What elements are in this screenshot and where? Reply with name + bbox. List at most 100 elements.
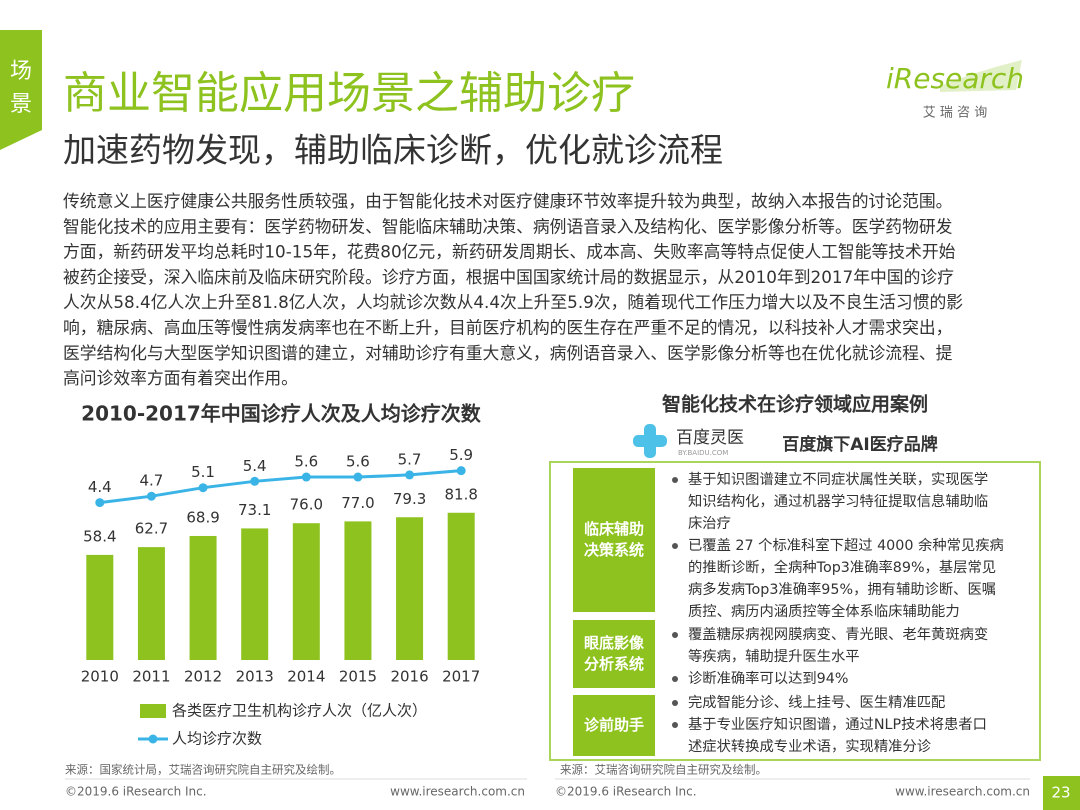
line-value-label: 4.4 <box>88 478 112 496</box>
bullet-dot <box>672 700 678 706</box>
section-label: 诊前助手 <box>584 716 644 734</box>
body-line: 传统意义上医疗健康公共服务性质较强，由于智能化技术对医疗健康环节效率提升较为典型… <box>63 191 952 211</box>
page-number-box <box>1043 776 1080 810</box>
line-point <box>456 466 466 476</box>
bar <box>344 521 372 660</box>
x-tick-label: 2017 <box>442 668 480 686</box>
legend-label: 人均诊疗次数 <box>172 730 262 748</box>
tab-label: 场 <box>10 59 32 84</box>
line <box>99 469 462 505</box>
section-label-box <box>573 695 655 756</box>
brand: 百度旗下AI医疗品牌 <box>782 434 937 455</box>
bar-value-label: 81.8 <box>444 485 477 503</box>
line-point <box>250 476 260 486</box>
x-tick-label: 2014 <box>287 668 325 686</box>
x-tick-label: 2010 <box>81 668 119 686</box>
logo: iResearch <box>886 62 1024 95</box>
brand-logo-sub: BY.BAIDU.COM <box>678 449 728 457</box>
x-tick-label: 2011 <box>132 668 170 686</box>
body-line: 智能化技术的应用主要有：医学药物研发、智能临床辅助决策、病例语音录入及结构化、医… <box>63 216 953 236</box>
section-label-box <box>573 620 655 688</box>
copyright: ©2019.6 iResearch Inc. <box>555 785 697 799</box>
line-point <box>146 491 156 501</box>
line-point <box>198 483 208 493</box>
bar-value-label: 77.0 <box>341 494 374 512</box>
x-tick-label: 2016 <box>390 668 428 686</box>
bullet-line: 已覆盖 27 个标准科室下超过 4000 余种常见疾病 <box>688 536 1004 554</box>
bar-value-label: 76.0 <box>290 496 323 514</box>
section-tab <box>0 30 42 150</box>
bullet-line: 床治疗 <box>688 515 731 532</box>
bullet-line: 知识结构化，通过机器学习特征提取信息辅助临 <box>688 493 988 510</box>
line-value-label: 5.1 <box>191 463 215 481</box>
bullet-dot <box>672 632 678 638</box>
brand-logo: 百度灵医 <box>676 428 744 448</box>
section-label-box <box>573 468 655 612</box>
x-tick-label: 2015 <box>339 668 377 686</box>
bullet-line: 覆盖糖尿病视网膜病变、青光眼、老年黄斑病变 <box>688 626 988 643</box>
bar <box>137 547 165 660</box>
chart-title: 2010-2017年中国诊疗人次及人均诊疗次数 <box>81 402 482 426</box>
section-label: 临床辅助 <box>584 520 644 538</box>
case-box <box>549 461 1041 761</box>
bullet-line: 诊断准确率可以达到94% <box>688 670 848 687</box>
body-line: 方面，新药研发平均总耗时10-15年，花费80亿元，新药研发周期长、成本高、失败… <box>63 242 956 262</box>
section-label: 决策系统 <box>584 541 644 559</box>
legend-swatch <box>148 734 158 744</box>
bar <box>396 517 424 660</box>
source: 来源：国家统计局，艾瑞咨询研究院自主研究及绘制。 <box>65 763 341 777</box>
line-value-label: 5.4 <box>243 457 267 475</box>
bullet-line: 述症状转换成专业术语，实现精准分诊 <box>688 738 932 755</box>
body-line: 高问诊效率方面有着突出作用。 <box>63 368 298 388</box>
body-line: 被药企接受，深入临床前及临床研究阶段。诊疗方面，根据中国国家统计局的数据显示，从… <box>63 267 954 287</box>
bar <box>189 535 217 660</box>
section-label: 眼底影像 <box>584 634 645 652</box>
bar-value-label: 68.9 <box>186 508 219 526</box>
bullet-dot <box>672 477 678 483</box>
bar <box>241 528 269 660</box>
x-tick-label: 2012 <box>184 668 222 686</box>
body-line: 医学结构化与大型医学知识图谱的建立，对辅助诊疗有重大意义，病例语音录入、医学影像… <box>63 343 953 363</box>
line-point <box>301 472 311 482</box>
bar <box>292 523 320 660</box>
line-value-label: 5.7 <box>398 450 422 468</box>
logo-sub: 艾 瑞 咨 询 <box>923 106 987 121</box>
line-point <box>405 470 415 480</box>
bar-value-label: 58.4 <box>83 527 116 545</box>
bullet-line: 基于专业医疗知识图谱，通过NLP技术将患者口 <box>688 716 987 733</box>
logo-swoosh <box>940 60 1022 92</box>
x-tick-label: 2013 <box>236 668 274 686</box>
bar-value-label: 62.7 <box>135 520 168 538</box>
bar-value-label: 79.3 <box>393 490 426 508</box>
bar <box>447 512 475 660</box>
bar-value-label: 73.1 <box>238 501 271 519</box>
bullet-line: 的推断诊断，全病种Top3准确率89%，基层常见 <box>688 558 996 576</box>
bullet-line: 完成智能分诊、线上挂号、医生精准匹配 <box>688 694 945 711</box>
page-number: 23 <box>1051 784 1070 802</box>
line-point <box>353 472 363 482</box>
body-line: 人次从58.4亿人次上升至81.8亿人次，人均就诊次数从4.4次上升至5.9次，… <box>63 292 963 312</box>
line-value-label: 5.9 <box>449 446 473 464</box>
line-point <box>95 498 105 508</box>
brand-icon <box>633 424 667 458</box>
bullet-line: 质控、病历内涵质控等全体系临床辅助能力 <box>688 602 960 620</box>
source: 来源：艾瑞咨询研究院自主研究及绘制。 <box>560 763 767 777</box>
line-value-label: 5.6 <box>294 453 318 471</box>
legend-label: 各类医疗卫生机构诊疗人次（亿人次） <box>172 702 427 720</box>
bullet-line: 等疾病，辅助提升医生水平 <box>688 647 860 665</box>
copyright: ©2019.6 iResearch Inc. <box>65 785 207 799</box>
bullet-line: 基于知识图谱建立不同症状属性关联，实现医学 <box>688 471 988 488</box>
url: www.iresearch.com.cn <box>390 785 525 799</box>
bar <box>86 554 114 660</box>
subtitle: 加速药物发现，辅助临床诊断，优化就诊流程 <box>63 131 723 170</box>
tab-label: 景 <box>10 92 32 117</box>
title: 商业智能应用场景之辅助诊疗 <box>63 68 635 119</box>
line-value-label: 4.7 <box>140 472 164 490</box>
bullet-dot <box>672 722 678 728</box>
body-line: 响，糖尿病、高血压等慢性病发病率也在不断上升，目前医疗机构的医生存在严重不足的情… <box>63 318 952 338</box>
line-value-label: 5.6 <box>346 453 370 471</box>
bullet-line: 病多发病Top3准确率95%，拥有辅助诊断、医嘱 <box>688 581 996 598</box>
section-label: 分析系统 <box>584 655 644 673</box>
bullet-dot <box>672 543 678 549</box>
